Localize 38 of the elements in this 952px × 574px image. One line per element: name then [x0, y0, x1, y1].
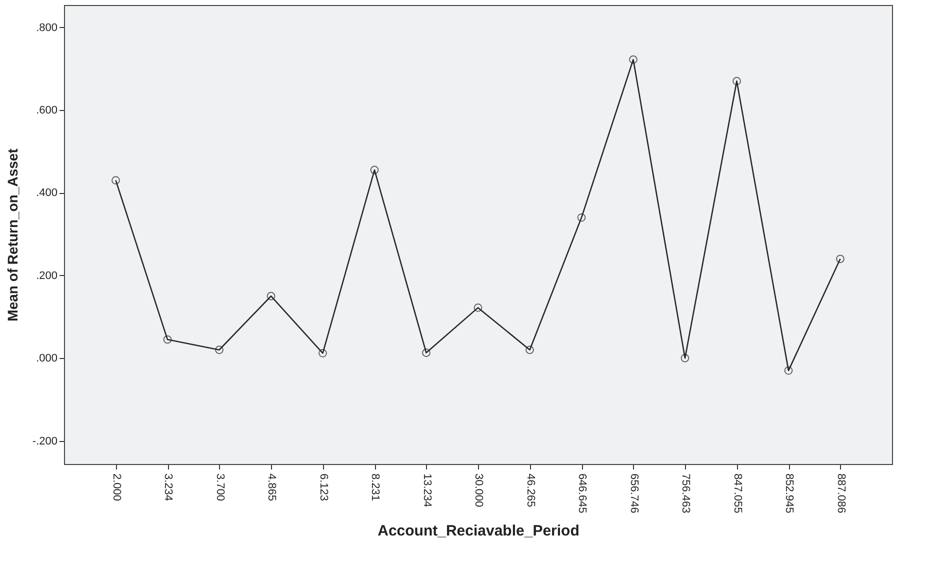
- x-tick-label: 6.123: [317, 474, 330, 502]
- x-tick-label: 4.865: [266, 474, 278, 502]
- x-tick-label: 656.746: [628, 474, 640, 514]
- point: [215, 346, 224, 354]
- point: [370, 166, 379, 174]
- point: [732, 76, 741, 86]
- x-tick-label: 887.086: [834, 474, 847, 514]
- y-tick-label: .000: [36, 352, 58, 365]
- point: [318, 348, 327, 358]
- y-tick-label: .800: [36, 22, 58, 34]
- y-tick-label: .200: [36, 270, 58, 282]
- point: [474, 303, 482, 312]
- y-tick-label: .600: [36, 104, 58, 117]
- x-tick-label: 852.945: [783, 474, 795, 514]
- point: [680, 354, 690, 362]
- y-tick-label: .400: [36, 187, 58, 200]
- point: [526, 346, 534, 354]
- y-axis-title: Mean of Return_on_Asset: [4, 148, 20, 322]
- point: [629, 55, 638, 64]
- x-tick-label: 2.000: [110, 474, 122, 502]
- x-tick-label: 756.463: [680, 474, 692, 514]
- x-tick-label: 646.645: [576, 474, 588, 514]
- y-tick-label: -.200: [32, 435, 58, 448]
- x-tick-label: 3.234: [162, 474, 174, 502]
- x-axis-title: Account_Reciavable_Period: [378, 522, 580, 540]
- point: [836, 254, 844, 264]
- x-tick-label: 46.265: [524, 474, 536, 508]
- point: [112, 176, 120, 185]
- x-tick-label: 3.700: [214, 474, 226, 502]
- x-tick-label: 30.000: [472, 474, 484, 508]
- point: [422, 348, 430, 357]
- point: [784, 366, 793, 375]
- x-tick-label: 847.055: [731, 474, 744, 514]
- point: [577, 213, 586, 222]
- x-tick-label: 8.231: [369, 474, 381, 502]
- x-tick-label: 13.234: [420, 474, 433, 508]
- point: [266, 292, 276, 300]
- point: [163, 335, 172, 344]
